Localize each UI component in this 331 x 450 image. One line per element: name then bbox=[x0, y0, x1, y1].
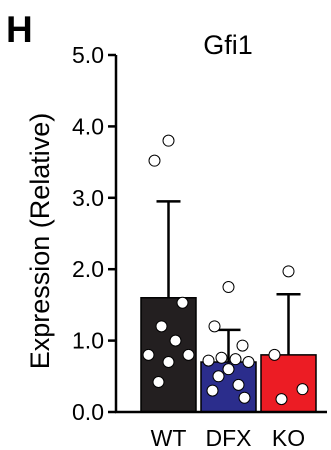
x-axis: WT DFX KO bbox=[115, 410, 327, 450]
data-point-dfx bbox=[242, 356, 255, 369]
data-point-wt bbox=[148, 154, 161, 167]
y-axis: 0.0 1.0 2.0 3.0 4.0 5.0 bbox=[72, 42, 118, 425]
panel-letter: H bbox=[6, 9, 33, 50]
data-point-dfx bbox=[229, 353, 242, 366]
bar-ko bbox=[260, 354, 317, 413]
y-tick-label: 3.0 bbox=[72, 185, 104, 211]
x-tick-label-dfx: DFX bbox=[206, 425, 252, 450]
data-point-wt bbox=[152, 376, 165, 389]
data-point-ko bbox=[268, 348, 281, 361]
data-point-dfx bbox=[202, 354, 215, 367]
data-point-dfx bbox=[222, 363, 235, 376]
data-point-wt bbox=[162, 356, 175, 369]
y-tick-label: 4.0 bbox=[72, 113, 104, 139]
data-point-wt bbox=[169, 334, 182, 347]
y-axis-label: Expression (Relative) bbox=[25, 113, 55, 370]
data-point-ko bbox=[275, 393, 288, 406]
data-point-wt bbox=[176, 296, 189, 309]
y-tick-label: 0.0 bbox=[72, 399, 104, 425]
y-tick-label: 1.0 bbox=[72, 328, 104, 354]
data-point-wt bbox=[182, 348, 195, 361]
error-bars-layer bbox=[156, 200, 301, 363]
data-point-dfx bbox=[232, 378, 245, 391]
points-layer bbox=[142, 134, 309, 406]
data-point-dfx bbox=[236, 339, 249, 352]
data-point-dfx bbox=[212, 370, 225, 383]
x-tick-label-wt: WT bbox=[151, 425, 187, 450]
data-point-dfx bbox=[215, 351, 228, 364]
data-point-ko bbox=[296, 383, 309, 396]
y-tick-label: 2.0 bbox=[72, 256, 104, 282]
x-tick-label-ko: KO bbox=[272, 425, 305, 450]
y-tick-label: 5.0 bbox=[72, 42, 104, 68]
data-point-ko bbox=[282, 265, 295, 278]
data-point-wt bbox=[142, 348, 155, 361]
data-point-wt bbox=[162, 134, 175, 147]
chart-title: Gfi1 bbox=[203, 30, 253, 60]
data-point-wt bbox=[155, 320, 168, 333]
data-point-dfx bbox=[206, 384, 219, 397]
data-point-dfx bbox=[238, 391, 251, 404]
data-point-dfx bbox=[222, 281, 235, 294]
data-point-dfx bbox=[208, 320, 221, 333]
